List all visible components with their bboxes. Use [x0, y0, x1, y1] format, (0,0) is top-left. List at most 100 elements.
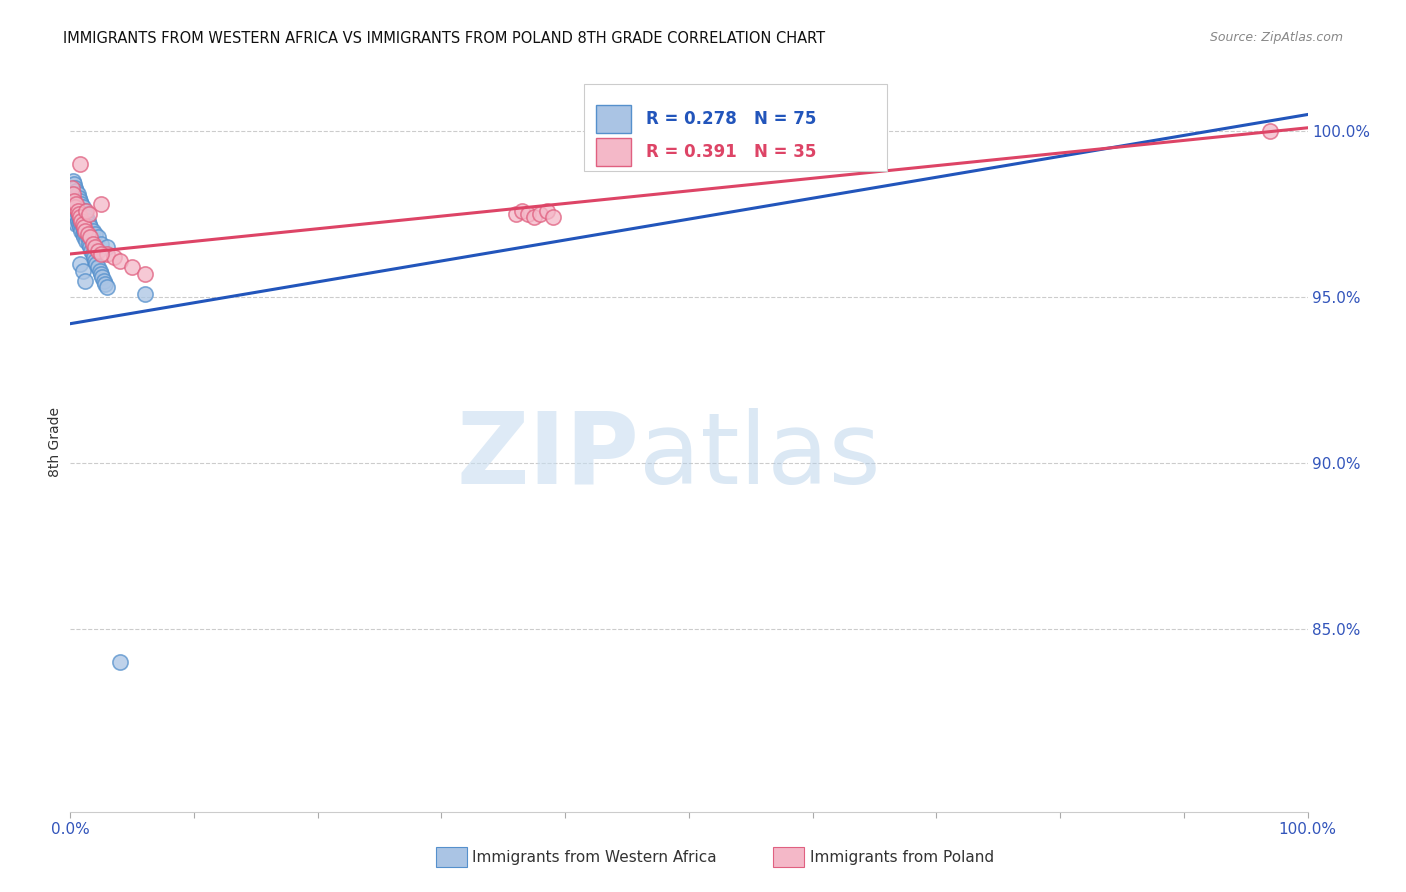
Text: R = 0.278   N = 75: R = 0.278 N = 75 [645, 110, 815, 128]
Point [82, 237, 104, 252]
Point [69, 207, 91, 221]
Point [69, 211, 91, 225]
Point [83, 250, 105, 264]
Point [517, 207, 540, 221]
Point [65, 203, 87, 218]
Point [82, 247, 104, 261]
Point [510, 203, 533, 218]
Point [66, 207, 89, 221]
Point [96, 247, 118, 261]
Point [93, 273, 115, 287]
Point [1260, 124, 1282, 138]
Point [72, 263, 94, 277]
Point [66, 203, 89, 218]
Point [90, 247, 112, 261]
Point [63, 190, 86, 204]
Point [134, 286, 156, 301]
Text: IMMIGRANTS FROM WESTERN AFRICA VS IMMIGRANTS FROM POLAND 8TH GRADE CORRELATION C: IMMIGRANTS FROM WESTERN AFRICA VS IMMIGR… [63, 31, 825, 46]
Point [79, 230, 101, 244]
Point [70, 217, 93, 231]
Point [67, 217, 90, 231]
Text: atlas: atlas [640, 408, 882, 505]
Point [66, 201, 89, 215]
Point [90, 197, 112, 211]
Point [84, 240, 107, 254]
Point [65, 217, 87, 231]
Point [75, 207, 97, 221]
Text: Immigrants from Poland: Immigrants from Poland [810, 850, 994, 864]
Point [70, 197, 93, 211]
Point [73, 220, 96, 235]
Text: Source: ZipAtlas.com: Source: ZipAtlas.com [1209, 31, 1343, 45]
Point [72, 220, 94, 235]
Point [69, 220, 91, 235]
FancyBboxPatch shape [583, 84, 887, 171]
Point [75, 227, 97, 241]
Point [62, 194, 84, 208]
Point [60, 207, 83, 221]
Point [70, 213, 93, 227]
FancyBboxPatch shape [596, 105, 631, 133]
Point [84, 253, 107, 268]
Point [75, 273, 97, 287]
Point [62, 184, 84, 198]
Point [90, 267, 112, 281]
Point [63, 197, 86, 211]
Point [66, 187, 89, 202]
Point [69, 213, 91, 227]
Point [63, 203, 86, 218]
Point [79, 240, 101, 254]
Point [91, 270, 114, 285]
Point [73, 230, 96, 244]
Point [73, 203, 96, 218]
Point [84, 227, 107, 241]
Point [65, 197, 87, 211]
Point [86, 230, 108, 244]
Point [67, 190, 90, 204]
Point [75, 224, 97, 238]
Point [63, 178, 86, 192]
Point [77, 237, 100, 252]
Point [60, 187, 83, 202]
Point [72, 201, 94, 215]
Point [529, 207, 551, 221]
Point [73, 224, 96, 238]
Point [134, 267, 156, 281]
Point [96, 240, 118, 254]
Point [69, 194, 91, 208]
Point [121, 260, 143, 275]
Point [76, 227, 98, 241]
Point [65, 201, 87, 215]
Point [60, 180, 83, 194]
Point [67, 203, 90, 218]
Point [67, 211, 90, 225]
Point [62, 187, 84, 202]
Point [63, 213, 86, 227]
Text: ZIP: ZIP [457, 408, 640, 505]
Point [75, 211, 97, 225]
Point [62, 174, 84, 188]
Point [523, 211, 546, 225]
Point [84, 257, 107, 271]
Point [65, 197, 87, 211]
Point [75, 234, 97, 248]
Point [66, 213, 89, 227]
Point [79, 220, 101, 235]
Point [77, 207, 100, 221]
Point [65, 180, 87, 194]
FancyBboxPatch shape [596, 138, 631, 166]
Point [96, 280, 118, 294]
Text: R = 0.391   N = 35: R = 0.391 N = 35 [645, 143, 815, 161]
Point [505, 207, 527, 221]
Point [76, 230, 98, 244]
Point [86, 244, 108, 258]
Point [72, 217, 94, 231]
Point [89, 263, 111, 277]
Point [72, 227, 94, 241]
Y-axis label: 8th Grade: 8th Grade [48, 407, 62, 476]
Point [103, 250, 125, 264]
Point [75, 203, 97, 218]
Point [65, 194, 87, 208]
Point [62, 211, 84, 225]
Point [76, 213, 98, 227]
